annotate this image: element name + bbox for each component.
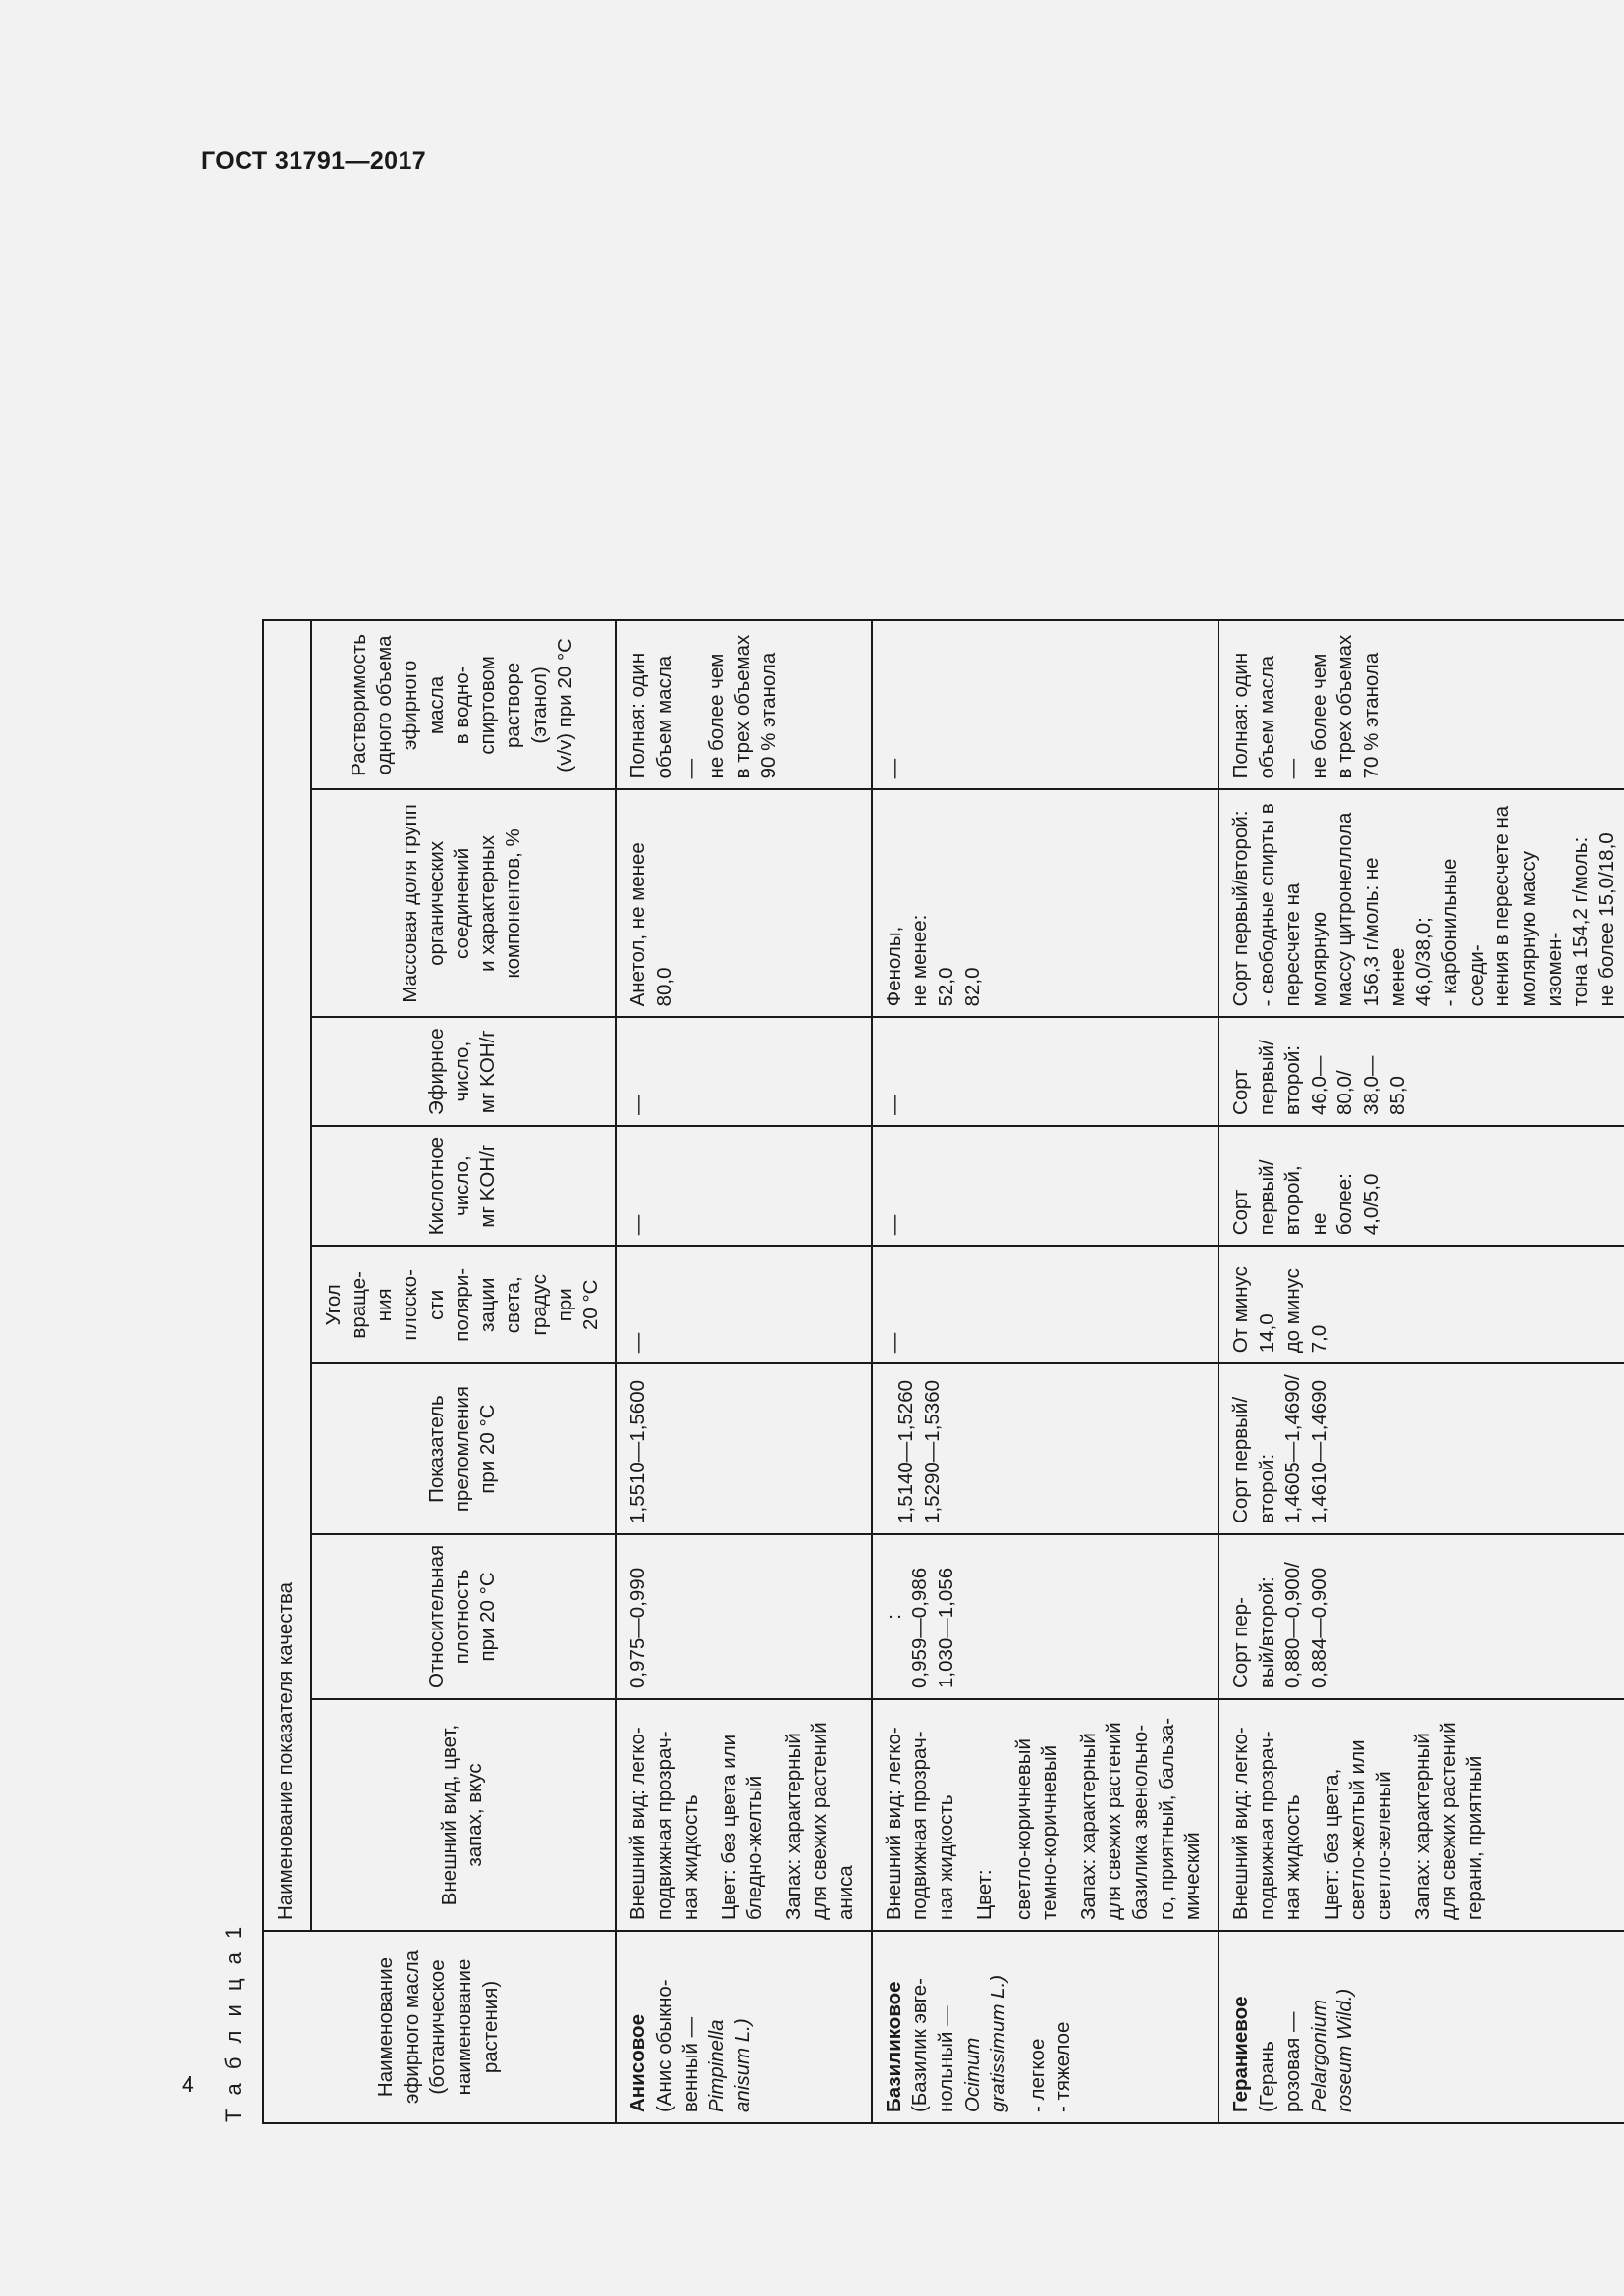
table-header-row: Внешний вид, цвет, запах, вкус Относител… <box>310 620 617 2123</box>
cell-solubility: Полная: один объем масла — не более чем … <box>1218 620 1624 790</box>
cell-solubility: Полная: один объем масла — не более чем … <box>616 620 872 790</box>
header-cell-name: Наименование эфирного масла (ботаническо… <box>263 1931 617 2123</box>
header-cell-density: Относительная плотность при 20 °С <box>310 1533 617 1699</box>
cell-mass-fraction: Сорт первый/второй: - свободные спирты в… <box>1218 789 1624 1018</box>
cell-rotation-angle: От минус 14,0 до минус 7,0 <box>1218 1246 1624 1364</box>
header-cell-mass-fraction: Массовая доля групп органических соедине… <box>310 789 617 1018</box>
table-row: Гераниевое (Герань розовая — Pelargonium… <box>1218 620 1624 2123</box>
cell-mass-fraction: Фенолы, не менее: 52,0 82,0 <box>871 789 1218 1018</box>
header-cell-solubility: Растворимость одного объема эфирного мас… <box>310 620 617 790</box>
cell-acid-number: — <box>871 1125 1218 1247</box>
cell-rotation-angle: — <box>871 1246 1218 1364</box>
table-group-header-row: Наименование эфирного масла (ботаническо… <box>263 620 617 2123</box>
header-cell-rotation-angle: Угол враще- ния плоско- сти поляри- заци… <box>310 1246 617 1364</box>
cell-refraction: 1,5510—1,5600 <box>616 1363 872 1534</box>
cell-solubility: — <box>871 620 1218 790</box>
header-cell-acid-number: Кислотное число, мг KOH/г <box>310 1125 617 1247</box>
specification-table: Наименование эфирного масла (ботаническо… <box>262 619 1624 2124</box>
table-body: Анисовое (Анис обыкно- венный — Pimpinel… <box>616 620 1624 2123</box>
cell-appearance: Внешний вид: легко- подвижная прозрач- н… <box>616 1699 872 1931</box>
cell-ester-number: Сорт первый/ второй: 46,0—80,0/ 38,0—85,… <box>1218 1017 1624 1126</box>
page-standard-number: ГОСТ 31791—2017 <box>201 147 427 175</box>
page-number: 4 <box>182 2071 194 2097</box>
cell-oil-name: Базиликовое (Базилик эвге- нольный — Oci… <box>871 1931 1218 2123</box>
header-cell-appearance: Внешний вид, цвет, запах, вкус <box>310 1699 617 1931</box>
cell-mass-fraction: Анетол, не менее 80,0 <box>616 789 872 1018</box>
table-row: Анисовое (Анис обыкно- венный — Pimpinel… <box>616 620 872 2123</box>
cell-acid-number: Сорт первый/ второй, не более: 4,0/5,0 <box>1218 1125 1624 1247</box>
cell-refraction: Сорт первый/ второй: 1,4605—1,4690/ 1,46… <box>1218 1363 1624 1534</box>
header-cell-refraction: Показатель преломления при 20 °С <box>310 1363 617 1534</box>
cell-oil-name: Гераниевое (Герань розовая — Pelargonium… <box>1218 1931 1624 2123</box>
cell-density: : 0,959—0,986 1,030—1,056 <box>871 1533 1218 1699</box>
cell-ester-number: — <box>616 1017 872 1126</box>
cell-oil-name: Анисовое (Анис обыкно- венный — Pimpinel… <box>616 1931 872 2123</box>
cell-appearance: Внешний вид: легко- подвижная прозрач- н… <box>871 1699 1218 1931</box>
header-cell-quality-group: Наименование показателя качества <box>263 620 311 1931</box>
cell-acid-number: — <box>616 1125 872 1247</box>
header-cell-ester-number: Эфирное число, мг KOH/г <box>310 1017 617 1126</box>
cell-appearance: Внешний вид: легко- подвижная прозрач- н… <box>1218 1699 1624 1931</box>
table-caption: Т а б л и ц а 1 <box>221 1922 245 2122</box>
cell-rotation-angle: — <box>616 1246 872 1364</box>
cell-density: 0,975—0,990 <box>616 1533 872 1699</box>
cell-density: Сорт пер- вый/второй: 0,880—0,900/ 0,884… <box>1218 1533 1624 1699</box>
table-row: Базиликовое (Базилик эвге- нольный — Oci… <box>871 620 1218 2123</box>
cell-refraction: 1,5140—1,5260 1,5290—1,5360 <box>871 1363 1218 1534</box>
cell-ester-number: — <box>871 1017 1218 1126</box>
